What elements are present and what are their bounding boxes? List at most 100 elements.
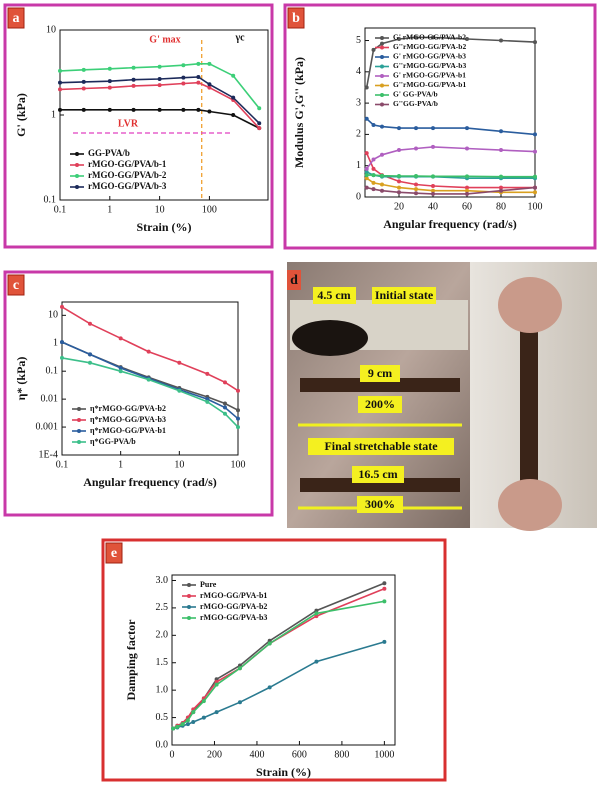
data-point (118, 369, 123, 374)
data-point (431, 191, 435, 196)
data-point (157, 64, 162, 69)
data-point (257, 106, 262, 111)
data-point (236, 388, 240, 393)
legend-label: η*rMGO-GG/PVA-b3 (90, 415, 166, 424)
y-tick-label: 1.0 (156, 684, 169, 695)
panel-label: b (292, 11, 300, 26)
label-box (372, 287, 436, 304)
data-point (431, 35, 435, 40)
data-point (364, 166, 369, 171)
data-point (177, 388, 182, 393)
x-tick-label: 800 (334, 749, 349, 760)
legend-label: G''rMGO-GG/PVA-b2 (393, 42, 466, 51)
data-point (257, 126, 262, 131)
y-tick-label: 3 (356, 97, 361, 108)
legend-marker (187, 616, 191, 620)
legend-label: G' rMGO-GG/PVA-b3 (393, 52, 466, 61)
y-tick-label: 2.5 (156, 602, 169, 613)
stretched-gel (300, 378, 460, 392)
data-point (267, 638, 272, 643)
data-point (371, 123, 376, 128)
data-point (185, 718, 190, 723)
series-line (365, 152, 535, 189)
data-point (58, 80, 62, 85)
legend-label: η*rMGO-GG/PVA-b1 (90, 426, 166, 435)
data-point (222, 411, 227, 416)
data-point (380, 124, 384, 129)
data-point (499, 129, 503, 134)
gel-sample (292, 320, 368, 356)
label-box (313, 287, 356, 304)
data-point (314, 611, 319, 616)
panel-badge (7, 7, 25, 29)
x-tick-label: 100 (528, 201, 543, 212)
data-point (364, 185, 369, 190)
panel-label: d (290, 273, 298, 288)
data-point (237, 666, 242, 671)
legend-label: GG-PVA/b (88, 148, 130, 158)
data-point (181, 107, 186, 112)
data-point (397, 179, 401, 184)
panel-frame (101, 538, 447, 782)
data-point (58, 87, 62, 92)
data-point (465, 36, 469, 41)
data-point (171, 726, 176, 731)
x-axis-label: Angular frequency (rad/s) (83, 475, 217, 489)
data-point (207, 109, 212, 114)
data-point (214, 677, 219, 682)
data-point (380, 152, 384, 157)
data-point (364, 173, 369, 178)
data-point (58, 68, 62, 73)
data-point (364, 169, 369, 174)
x-tick-label: 400 (249, 749, 264, 760)
legend-marker (380, 36, 384, 40)
series-line (59, 63, 260, 109)
data-point (222, 380, 227, 385)
data-point (175, 724, 180, 729)
y-axis-label: η* (kPa) (14, 357, 28, 401)
legend-marker (187, 594, 191, 598)
data-point (431, 126, 435, 131)
panel-badge (105, 542, 123, 564)
data-point (191, 719, 196, 724)
x-tick-label: 20 (394, 201, 404, 212)
data-point (371, 47, 376, 52)
legend-marker (75, 174, 79, 178)
y-tick-label: 2 (356, 129, 361, 140)
series-line (61, 357, 239, 428)
data-point (397, 126, 401, 131)
panel-label: a (13, 11, 20, 26)
y-axis-label: Damping factor (124, 619, 138, 701)
data-point (533, 149, 537, 154)
data-point (146, 377, 151, 382)
data-point (465, 174, 469, 179)
data-point (499, 38, 503, 43)
data-point (465, 185, 469, 190)
data-point (314, 659, 319, 664)
legend-marker (187, 583, 191, 587)
data-point (207, 82, 212, 87)
series-line (61, 306, 239, 392)
data-point (533, 174, 537, 179)
data-point (207, 61, 212, 66)
data-point (414, 174, 418, 179)
data-point (157, 107, 162, 112)
y-tick-label: 5 (356, 35, 361, 46)
x-tick-label: 100 (231, 459, 246, 470)
x-tick-label: 0.1 (54, 204, 67, 215)
data-point (87, 352, 92, 357)
x-tick-label: 100 (202, 204, 217, 215)
data-point (382, 599, 387, 604)
data-point (414, 35, 418, 40)
data-point (382, 639, 387, 644)
data-point (397, 190, 401, 195)
legend-label: rMGO-GG/PVA/b-3 (88, 181, 167, 191)
data-point (380, 188, 384, 193)
photo-label: 16.5 cm (358, 467, 397, 481)
legend-label: G''rMGO-GG/PVA-b1 (393, 80, 466, 89)
legend-label: η*rMGO-GG/PVA-b2 (90, 404, 166, 413)
x-tick-label: 1000 (374, 749, 394, 760)
y-axis-label: Modulus G',G'' (kPa) (292, 57, 306, 168)
label-box (352, 466, 404, 483)
legend-marker (77, 407, 81, 411)
